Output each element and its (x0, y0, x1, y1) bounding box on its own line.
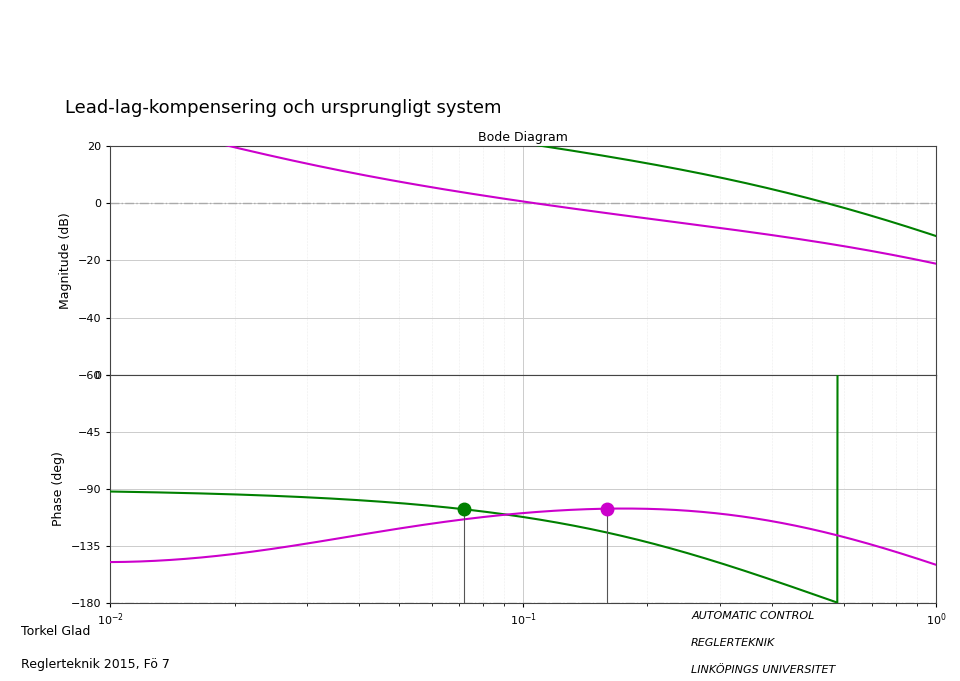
Y-axis label: Magnitude (dB): Magnitude (dB) (60, 212, 72, 309)
Text: REGLERTEKNIK: REGLERTEKNIK (691, 638, 776, 648)
Text: LINKÖPINGS UNIVERSITET: LINKÖPINGS UNIVERSITET (691, 665, 835, 676)
Text: 15(18): 15(18) (867, 29, 936, 49)
Y-axis label: Phase (deg): Phase (deg) (52, 452, 65, 526)
Text: Lead-lag-kompensering och ursprungligt system: Lead-lag-kompensering och ursprungligt s… (65, 99, 502, 116)
Text: AUTOMATIC CONTROL: AUTOMATIC CONTROL (691, 610, 815, 620)
Title: Bode Diagram: Bode Diagram (478, 131, 568, 144)
Text: Ubåt. Bodediagram rodervinkel till attitydvinkel: Ubåt. Bodediagram rodervinkel till attit… (21, 25, 660, 53)
Text: Reglerteknik 2015, Fö 7: Reglerteknik 2015, Fö 7 (21, 658, 170, 671)
Text: Torkel Glad: Torkel Glad (21, 624, 90, 637)
Circle shape (882, 633, 908, 650)
